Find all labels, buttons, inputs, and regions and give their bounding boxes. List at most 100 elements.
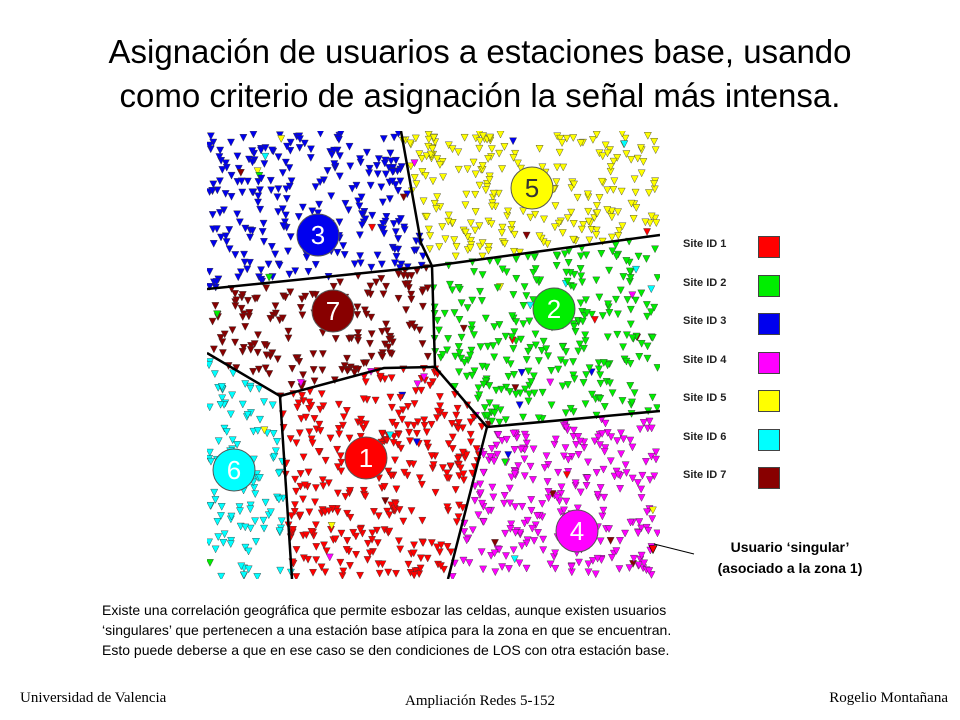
legend-swatch	[758, 274, 780, 297]
user-marker	[603, 361, 612, 370]
user-marker	[468, 321, 476, 330]
user-marker	[233, 152, 242, 161]
user-marker	[584, 568, 593, 577]
user-marker	[217, 233, 225, 242]
user-marker	[476, 343, 485, 351]
user-marker	[333, 248, 342, 257]
user-marker	[469, 414, 478, 422]
user-marker	[335, 136, 343, 144]
user-marker	[213, 310, 222, 319]
user-marker	[441, 235, 450, 244]
user-marker	[214, 437, 223, 446]
user-marker	[261, 152, 270, 161]
user-marker	[469, 158, 478, 167]
user-marker	[304, 268, 313, 276]
user-marker	[394, 235, 403, 243]
user-marker	[227, 171, 236, 180]
user-marker	[487, 417, 496, 426]
user-marker	[633, 479, 642, 487]
user-marker	[316, 427, 325, 435]
user-marker	[607, 433, 616, 441]
user-marker	[617, 450, 626, 459]
user-marker	[301, 292, 310, 301]
user-marker	[508, 333, 516, 341]
user-marker	[525, 390, 534, 399]
user-marker	[396, 215, 405, 223]
user-marker	[582, 296, 590, 305]
user-marker	[335, 430, 344, 439]
user-marker	[509, 345, 518, 353]
user-marker	[365, 549, 374, 558]
user-marker	[439, 173, 448, 182]
user-marker	[433, 543, 442, 552]
user-marker	[359, 359, 368, 368]
user-marker	[581, 400, 590, 409]
base-station-7: 7	[311, 289, 355, 333]
user-marker	[248, 158, 257, 167]
user-marker	[268, 146, 277, 155]
legend-label: Site ID 5	[683, 392, 727, 404]
user-marker	[394, 441, 402, 449]
callout-line-1: Usuario ‘singular’	[730, 539, 850, 555]
user-marker	[596, 379, 605, 388]
user-marker	[597, 250, 606, 258]
user-marker	[525, 317, 534, 326]
user-marker	[241, 323, 250, 331]
user-marker	[419, 197, 428, 206]
user-marker	[468, 526, 477, 535]
user-marker	[625, 564, 634, 572]
user-marker	[285, 270, 294, 279]
user-marker	[520, 455, 529, 464]
user-marker	[412, 438, 421, 447]
user-marker	[282, 185, 291, 194]
user-marker	[476, 480, 485, 489]
user-marker	[410, 571, 419, 579]
user-marker	[498, 223, 507, 232]
user-marker	[610, 177, 619, 186]
user-marker	[240, 258, 249, 267]
user-marker	[471, 170, 480, 179]
user-marker	[404, 284, 413, 292]
user-marker	[384, 343, 393, 352]
user-marker	[337, 529, 346, 538]
user-marker	[475, 222, 484, 231]
user-marker	[246, 385, 255, 393]
user-marker	[270, 452, 279, 461]
user-marker	[365, 164, 374, 173]
footer-course: Ampliación Redes 5-152	[405, 693, 555, 709]
user-marker	[573, 193, 582, 202]
user-marker	[416, 554, 425, 563]
user-marker	[451, 352, 460, 361]
user-marker	[551, 565, 560, 573]
user-marker	[534, 357, 543, 365]
user-marker	[517, 369, 526, 377]
user-marker	[490, 323, 499, 331]
user-marker	[363, 539, 372, 548]
user-marker	[569, 220, 578, 228]
user-marker	[324, 507, 333, 516]
user-marker	[552, 251, 561, 260]
user-marker	[583, 309, 591, 317]
user-marker	[474, 384, 483, 393]
user-marker	[524, 347, 533, 356]
user-marker	[394, 409, 403, 418]
user-marker	[380, 375, 389, 384]
user-marker	[584, 458, 592, 467]
user-marker	[253, 427, 262, 435]
user-marker	[551, 435, 560, 444]
user-marker	[477, 548, 486, 557]
user-marker	[626, 267, 634, 276]
user-marker	[446, 548, 455, 557]
user-marker	[350, 369, 359, 377]
user-marker	[569, 283, 578, 292]
user-marker	[380, 229, 388, 238]
user-marker	[626, 518, 635, 527]
user-marker	[500, 239, 509, 248]
user-marker	[529, 445, 538, 454]
user-marker	[561, 348, 570, 356]
user-marker	[241, 543, 250, 552]
user-marker	[576, 488, 585, 497]
user-marker	[331, 335, 340, 343]
user-marker	[462, 536, 471, 545]
user-marker	[260, 238, 268, 246]
